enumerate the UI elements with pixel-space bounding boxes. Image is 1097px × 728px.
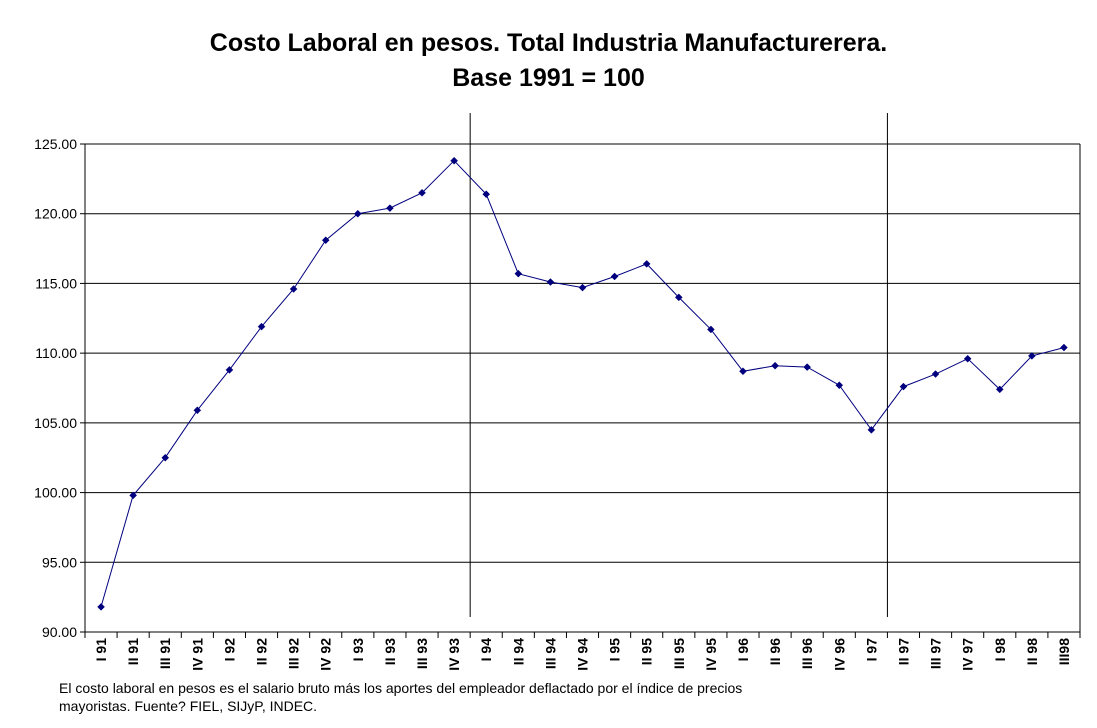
x-tick-label: I 94 bbox=[478, 638, 494, 662]
x-tick-label: III 96 bbox=[799, 638, 815, 669]
x-tick-label: II 92 bbox=[254, 638, 270, 665]
y-tick-label: 115.00 bbox=[35, 275, 77, 291]
data-point bbox=[963, 354, 972, 363]
data-point bbox=[707, 325, 715, 334]
data-point bbox=[482, 190, 491, 199]
axes: 90.00 95.00 100.00 105.00 110.00 115.00 120.00… bbox=[34, 136, 1081, 671]
data-point bbox=[1028, 352, 1036, 360]
x-tick-label: II 94 bbox=[510, 638, 526, 665]
x-tick-label: I 95 bbox=[607, 638, 623, 662]
x-tick-label: I 96 bbox=[735, 638, 751, 662]
x-tick-label: I 97 bbox=[863, 638, 879, 662]
x-tick-label: I 98 bbox=[992, 638, 1008, 662]
x-tick-label: IV 97 bbox=[960, 638, 976, 671]
x-tick-label: I 91 bbox=[93, 638, 109, 662]
vertical-markers bbox=[469, 113, 888, 617]
data-point bbox=[771, 361, 779, 370]
y-tick-label: 125.00 bbox=[34, 136, 77, 152]
data-point bbox=[1060, 343, 1068, 352]
data-point bbox=[514, 269, 523, 278]
x-tick-label: II 97 bbox=[895, 638, 911, 665]
data-point bbox=[97, 603, 105, 611]
chart-title: Costo Laboral en pesos. Total Industria … bbox=[209, 29, 888, 57]
chart-subtitle: Base 1991 = 100 bbox=[452, 64, 645, 92]
x-tick-label: III 94 bbox=[542, 638, 558, 669]
data-point bbox=[739, 367, 747, 376]
x-tick-label: II 96 bbox=[767, 638, 783, 665]
y-tick-label: 90.00 bbox=[42, 624, 77, 640]
data-point bbox=[642, 260, 651, 268]
data-point bbox=[129, 491, 137, 500]
data-point bbox=[899, 382, 908, 391]
x-tick-label: IV 94 bbox=[575, 638, 591, 671]
data-point bbox=[193, 406, 202, 415]
x-tick-label: III 91 bbox=[157, 638, 173, 669]
x-tick-label: III 92 bbox=[286, 638, 302, 669]
data-point bbox=[995, 385, 1004, 394]
data-point bbox=[161, 453, 170, 462]
y-tick-label: 100.00 bbox=[34, 485, 77, 501]
x-tick-label: IV 93 bbox=[446, 638, 462, 671]
data-point bbox=[353, 209, 362, 218]
plot-area bbox=[85, 144, 1080, 632]
x-tick-label: III98 bbox=[1056, 638, 1072, 665]
x-tick-label: II 91 bbox=[125, 638, 141, 665]
x-tick-label: I 93 bbox=[350, 638, 366, 662]
data-point bbox=[674, 293, 683, 302]
footnote-line-2: mayoristas. Fuente? FIEL, SIJyP, INDEC. bbox=[59, 698, 318, 714]
x-tick-label: II 95 bbox=[639, 638, 655, 665]
data-point bbox=[257, 322, 266, 331]
gridlines bbox=[85, 143, 1081, 633]
x-tick-label: III 97 bbox=[928, 638, 944, 669]
data-point bbox=[803, 363, 812, 371]
data-point bbox=[386, 204, 394, 212]
data-point bbox=[321, 236, 330, 245]
data-point bbox=[610, 272, 619, 281]
data-point bbox=[289, 285, 298, 293]
data-point bbox=[867, 425, 876, 434]
x-tick-label: IV 92 bbox=[318, 638, 334, 671]
x-tick-label: II 98 bbox=[1024, 638, 1040, 665]
y-tick-label: 110.00 bbox=[35, 345, 77, 361]
data-point bbox=[546, 278, 555, 286]
x-tick-label: I 92 bbox=[221, 638, 237, 662]
x-tick-label: IV 95 bbox=[703, 638, 719, 671]
data-point bbox=[225, 366, 234, 374]
y-tick-label: 120.00 bbox=[34, 206, 77, 222]
data-point bbox=[835, 381, 844, 390]
x-tick-label: III 93 bbox=[414, 638, 430, 669]
y-tick-label: 105.00 bbox=[34, 415, 77, 431]
data-point bbox=[418, 188, 426, 197]
x-tick-label: IV 96 bbox=[831, 638, 847, 671]
data-point bbox=[578, 283, 587, 292]
x-tick-label: II 93 bbox=[382, 638, 398, 665]
x-tick-label: III 95 bbox=[671, 638, 687, 669]
x-tick-label: IV 91 bbox=[189, 638, 205, 671]
series-costo-laboral bbox=[97, 156, 1068, 611]
y-tick-label: 95.00 bbox=[42, 554, 77, 570]
footnote-line-1: El costo laboral en pesos es el salario … bbox=[59, 680, 743, 696]
data-point bbox=[931, 370, 940, 378]
data-point bbox=[450, 156, 458, 165]
